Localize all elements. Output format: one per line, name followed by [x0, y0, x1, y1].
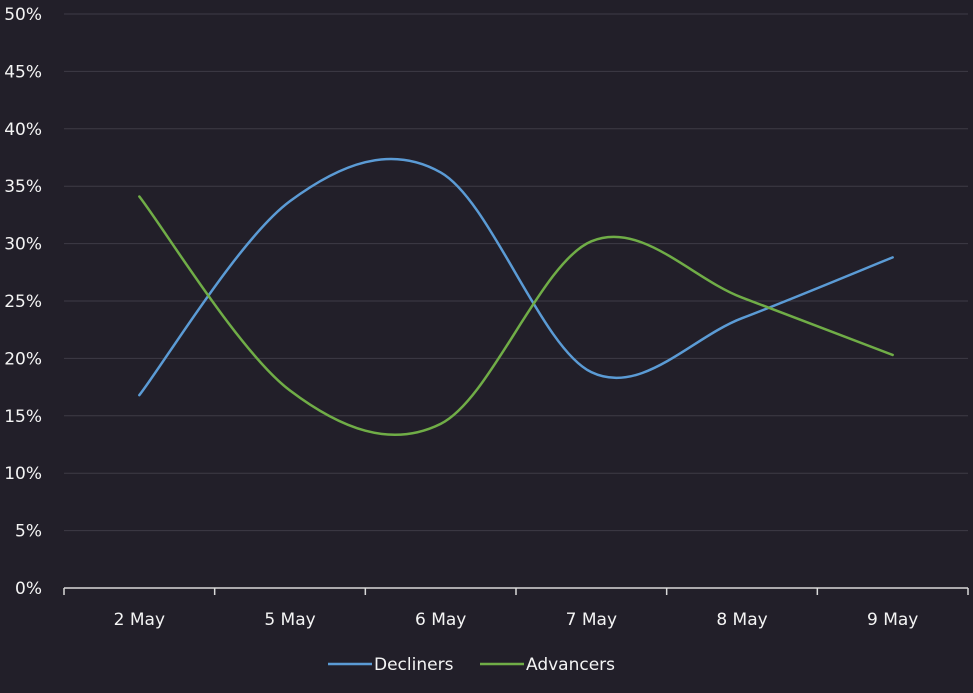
y-tick-label: 40% — [4, 120, 42, 140]
x-tick-label: 5 May — [264, 610, 315, 630]
y-tick-label: 50% — [4, 5, 42, 25]
x-tick-label: 9 May — [867, 610, 918, 630]
legend-item-decliners[interactable]: Decliners — [328, 655, 454, 675]
series-lines — [139, 159, 892, 435]
series-line-advancers — [139, 197, 892, 435]
y-tick-label: 30% — [4, 235, 42, 255]
legend-label: Advancers — [526, 655, 615, 675]
y-tick-label: 35% — [4, 177, 42, 197]
legend-item-advancers[interactable]: Advancers — [480, 655, 615, 675]
y-tick-label: 20% — [4, 349, 42, 369]
y-tick-label: 10% — [4, 464, 42, 484]
x-tick-label: 6 May — [415, 610, 466, 630]
x-axis: 2 May 5 May 6 May 7 May 8 May 9 May — [64, 588, 968, 630]
y-axis-tick-labels: 0% 5% 10% 15% 20% 25% 30% 35% 40% 45% 50% — [4, 5, 42, 599]
legend: Decliners Advancers — [328, 655, 615, 675]
y-tick-label: 5% — [15, 522, 42, 542]
x-tick-label: 8 May — [716, 610, 767, 630]
x-tick-label: 7 May — [566, 610, 617, 630]
series-line-decliners — [139, 159, 892, 395]
legend-label: Decliners — [374, 655, 454, 675]
y-tick-label: 45% — [4, 62, 42, 82]
y-tick-label: 0% — [15, 579, 42, 599]
x-tick-label: 2 May — [114, 610, 165, 630]
y-tick-label: 15% — [4, 407, 42, 427]
y-tick-label: 25% — [4, 292, 42, 312]
